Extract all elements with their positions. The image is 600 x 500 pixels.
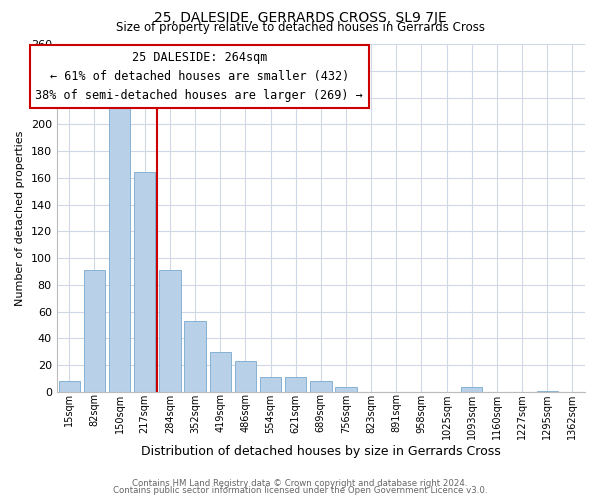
Bar <box>310 381 332 392</box>
Bar <box>109 103 130 392</box>
Bar <box>84 270 105 392</box>
X-axis label: Distribution of detached houses by size in Gerrards Cross: Distribution of detached houses by size … <box>141 444 501 458</box>
Bar <box>209 352 231 392</box>
Bar <box>134 172 155 392</box>
Bar <box>184 321 206 392</box>
Text: Size of property relative to detached houses in Gerrards Cross: Size of property relative to detached ho… <box>115 22 485 35</box>
Text: 25, DALESIDE, GERRARDS CROSS, SL9 7JE: 25, DALESIDE, GERRARDS CROSS, SL9 7JE <box>154 11 446 25</box>
Bar <box>536 390 558 392</box>
Bar <box>260 377 281 392</box>
Bar <box>335 386 356 392</box>
Bar <box>235 361 256 392</box>
Bar <box>59 381 80 392</box>
Bar <box>461 386 482 392</box>
Y-axis label: Number of detached properties: Number of detached properties <box>15 130 25 306</box>
Bar <box>285 377 307 392</box>
Text: Contains HM Land Registry data © Crown copyright and database right 2024.: Contains HM Land Registry data © Crown c… <box>132 478 468 488</box>
Bar <box>159 270 181 392</box>
Text: 25 DALESIDE: 264sqm
← 61% of detached houses are smaller (432)
38% of semi-detac: 25 DALESIDE: 264sqm ← 61% of detached ho… <box>35 51 363 102</box>
Text: Contains public sector information licensed under the Open Government Licence v3: Contains public sector information licen… <box>113 486 487 495</box>
